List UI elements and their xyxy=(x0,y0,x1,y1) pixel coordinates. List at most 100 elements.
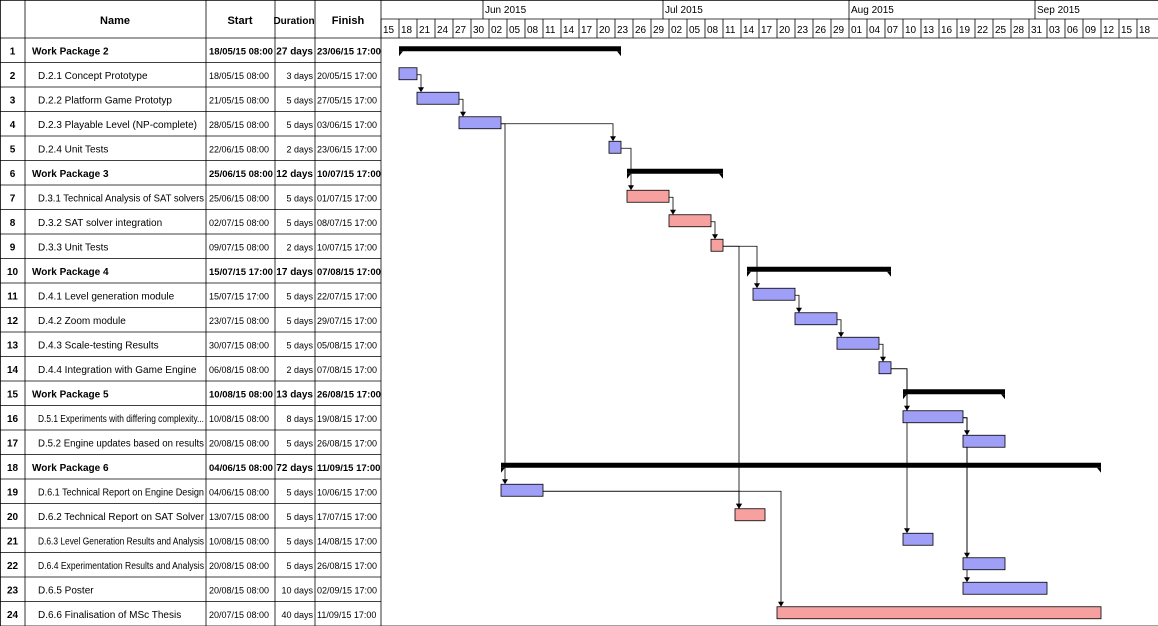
row-id: 1 xyxy=(10,46,16,57)
day-tick-label: 08 xyxy=(707,25,719,36)
dependency-arrowhead xyxy=(964,577,970,583)
day-tick-label: 17 xyxy=(761,25,773,36)
row-id: 14 xyxy=(7,365,19,376)
summary-bar[interactable] xyxy=(399,46,621,52)
table-row[interactable]: 11 D.4.1 Level generation module 15/07/15 … xyxy=(7,291,377,302)
task-bar-blue[interactable] xyxy=(458,116,502,130)
day-tick-label: 20 xyxy=(779,25,791,36)
task-finish: 10/06/15 17:00 xyxy=(317,487,377,497)
task-bar-blue[interactable] xyxy=(902,410,964,424)
dependency-line xyxy=(723,245,758,285)
task-bar-blue[interactable] xyxy=(752,287,796,301)
table-row[interactable]: 20 D.6.2 Technical Report on SAT Solver 13… xyxy=(7,512,377,523)
row-id: 4 xyxy=(10,120,16,131)
task-duration: 5 days xyxy=(286,218,313,228)
dependency-arrowhead xyxy=(712,234,718,240)
dependency-line xyxy=(501,123,506,481)
task-finish: 10/07/15 17:00 xyxy=(317,169,381,180)
table-row[interactable]: 16 D.5.1 Experiments with differing compl… xyxy=(7,414,377,425)
task-bar-blue[interactable] xyxy=(500,483,544,497)
task-bar-blue[interactable] xyxy=(962,581,1048,595)
task-bar-blue[interactable] xyxy=(416,91,460,105)
day-tick-label: 28 xyxy=(1013,25,1025,36)
task-duration: 5 days xyxy=(286,316,313,326)
task-name: D.4.3 Scale-testing Results xyxy=(38,340,159,351)
task-start: 23/07/15 08:00 xyxy=(209,316,269,326)
task-duration: 72 days xyxy=(276,463,313,474)
table-row[interactable]: 12 D.4.2 Zoom module 23/07/15 08:00 5 days 2… xyxy=(7,316,377,327)
task-duration: 5 days xyxy=(286,536,313,546)
task-bar-blue[interactable] xyxy=(878,361,892,375)
task-bar-red[interactable] xyxy=(734,508,766,522)
table-row[interactable]: 2 D.2.1 Concept Prototype 18/05/15 08:00 3 … xyxy=(10,71,377,82)
task-name: Work Package 5 xyxy=(32,389,109,400)
table-row[interactable]: 5 D.2.4 Unit Tests 22/06/15 08:00 2 days 23/… xyxy=(10,144,377,155)
summary-bar[interactable] xyxy=(747,266,891,272)
dependency-line xyxy=(891,368,908,407)
task-bar-blue[interactable] xyxy=(962,557,1006,571)
task-bar-red[interactable] xyxy=(626,189,670,203)
row-id: 3 xyxy=(10,95,16,106)
day-tick-label: 06 xyxy=(1067,25,1079,36)
dependency-line xyxy=(723,245,740,505)
dependency-links xyxy=(417,74,970,607)
day-tick-label: 20 xyxy=(599,25,611,36)
task-duration: 2 days xyxy=(286,242,313,252)
task-bar-blue[interactable] xyxy=(608,140,622,154)
task-bar-blue[interactable] xyxy=(902,532,934,546)
task-bar-blue[interactable] xyxy=(836,336,880,350)
table-row[interactable]: 18 Work Package 6 04/06/15 08:00 72 days 11/… xyxy=(7,463,380,474)
task-start: 28/05/15 08:00 xyxy=(209,120,269,130)
summary-bar-right-cap xyxy=(887,271,891,277)
table-row[interactable]: 3 D.2.2 Platform Game Prototyp 21/05/15 08… xyxy=(10,95,377,106)
summary-bar-left-cap xyxy=(903,394,907,400)
summary-bar[interactable] xyxy=(903,389,1005,395)
task-bar-red[interactable] xyxy=(710,238,724,252)
table-row[interactable]: 4 D.2.3 Playable Level (NP-complete) 28/05… xyxy=(10,120,377,131)
summary-bar[interactable] xyxy=(627,168,723,174)
row-id: 5 xyxy=(10,144,16,155)
summary-bar-left-cap xyxy=(747,271,751,277)
table-row[interactable]: 21 D.6.3 Level Generation Results and Ana… xyxy=(7,536,377,547)
summary-bar-left-cap xyxy=(627,173,631,179)
task-finish: 05/08/15 17:00 xyxy=(317,340,377,350)
task-finish: 20/05/15 17:00 xyxy=(317,71,377,81)
task-bar-red[interactable] xyxy=(668,214,712,228)
month-label: Jul 2015 xyxy=(665,5,703,16)
summary-bar[interactable] xyxy=(501,462,1101,468)
day-tick-label: 21 xyxy=(419,25,431,36)
day-tick-label: 23 xyxy=(617,25,629,36)
day-tick-label: 18 xyxy=(401,25,413,36)
table-row[interactable]: 19 D.6.1 Technical Report on Engine Desig… xyxy=(7,487,377,498)
task-start: 25/06/15 08:00 xyxy=(209,193,269,203)
day-tick-label: 11 xyxy=(545,25,556,36)
task-name: D.3.1 Technical Analysis of SAT solvers xyxy=(38,193,204,204)
day-tick-label: 03 xyxy=(1049,25,1061,36)
task-bar-blue[interactable] xyxy=(398,67,418,81)
header-name: Name xyxy=(100,15,130,27)
table-row[interactable]: 14 D.4.4 Integration with Game Engine 06/0… xyxy=(7,365,377,376)
day-tick-label: 02 xyxy=(491,25,503,36)
task-start: 13/07/15 08:00 xyxy=(209,512,269,522)
task-bar-red[interactable] xyxy=(776,606,1102,620)
task-bar-blue[interactable] xyxy=(794,312,838,326)
task-name: D.2.3 Playable Level (NP-complete) xyxy=(38,120,197,131)
table-row[interactable]: 6 Work Package 3 25/06/15 08:00 12 days 10/0… xyxy=(10,169,381,180)
table-row[interactable]: 15 Work Package 5 10/08/15 08:00 13 days 26/… xyxy=(7,389,381,400)
table-row[interactable]: 13 D.4.3 Scale-testing Results 30/07/15 08… xyxy=(7,340,377,351)
timescale: Jun 2015 Jul 2015 Aug 2015 Sep 2015 15 18 21 24… xyxy=(380,0,1158,38)
table-row[interactable]: 8 D.3.2 SAT solver integration 02/07/15 08… xyxy=(10,218,377,229)
table-row[interactable]: 17 D.5.2 Engine updates based on results 2… xyxy=(7,438,377,449)
table-row[interactable]: 7 D.3.1 Technical Analysis of SAT solvers… xyxy=(10,193,377,204)
task-bar-blue[interactable] xyxy=(962,434,1006,448)
table-row[interactable]: 22 D.6.4 Experimentation Results and Anal… xyxy=(7,561,377,572)
task-start: 20/08/15 08:00 xyxy=(209,585,269,595)
table-row[interactable]: 24 D.6.6 Finalisation of MSc Thesis 20/07/… xyxy=(7,610,376,621)
table-row[interactable]: 9 D.3.3 Unit Tests 09/07/15 08:00 2 days 10/… xyxy=(10,242,377,253)
task-start: 20/08/15 08:00 xyxy=(209,438,269,448)
table-row[interactable]: 1 Work Package 2 18/05/15 08:00 27 days 23/0… xyxy=(10,46,381,57)
task-name: D.4.2 Zoom module xyxy=(38,316,126,327)
table-row[interactable]: 23 D.6.5 Poster 20/08/15 08:00 10 days 02/09… xyxy=(7,585,377,596)
table-row[interactable]: 10 Work Package 4 15/07/15 17:00 17 days 07/… xyxy=(7,267,381,278)
task-duration: 5 days xyxy=(286,487,313,497)
